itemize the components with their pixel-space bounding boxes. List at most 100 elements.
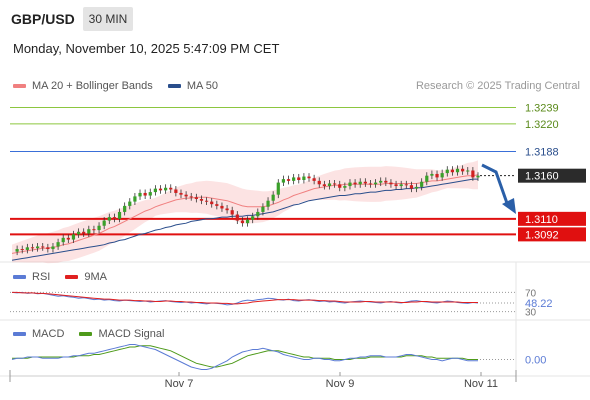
candle-body [256, 211, 260, 217]
candle-body [128, 201, 132, 206]
candle-body [281, 179, 286, 183]
candle-body [394, 184, 398, 187]
ma50-swatch [167, 84, 181, 89]
candle-body [373, 182, 378, 185]
candle-body [333, 183, 337, 185]
candle-body [92, 229, 96, 231]
level-label: 1.3110 [525, 214, 558, 226]
legend-ma20: MA 20 + Bollinger Bands [13, 80, 156, 92]
candle-body [240, 220, 245, 224]
macd-signal-swatch [79, 332, 93, 337]
candle-body [82, 231, 86, 234]
candle-body [123, 205, 127, 212]
x-tick-label: Nov 9 [326, 378, 355, 390]
candle-body [368, 183, 373, 185]
level-tag-bg [518, 168, 586, 183]
level-label: 1.3188 [525, 147, 559, 159]
candle-body [322, 184, 326, 187]
candle-body [148, 192, 152, 196]
ma50-line [11, 178, 478, 261]
candle-body [245, 219, 250, 224]
candle-body [286, 179, 291, 181]
candle-body [61, 237, 65, 243]
forecast-arrow [481, 163, 510, 207]
legend-rsi-label: RSI [32, 271, 51, 283]
chart-header: GBP/USD 30 MIN Monday, November 10, 2025… [0, 0, 590, 70]
candle-body [343, 186, 347, 188]
symbol-title: GBP/USD [11, 11, 75, 27]
candle-body [414, 186, 419, 189]
candle-body [425, 175, 429, 182]
candle-body [164, 187, 168, 191]
macd-swatch [13, 332, 26, 337]
candle-body [153, 188, 157, 193]
candle-body [379, 180, 383, 183]
candle-body [210, 201, 214, 205]
candle-body [363, 181, 367, 184]
interval-button[interactable]: 30 MIN [83, 7, 133, 31]
candle-body [87, 229, 91, 234]
candle-body [307, 176, 311, 179]
candle-body [112, 217, 117, 219]
candle-body [266, 200, 270, 207]
candle-body [297, 177, 301, 180]
candle-body [204, 200, 209, 202]
candle-body [399, 184, 403, 187]
level-tag-bg [518, 211, 586, 226]
candle-body [450, 169, 454, 173]
candle-body [36, 246, 40, 249]
legend-rsi-ma-label: 9MA [84, 271, 108, 283]
candle-body [430, 173, 434, 176]
x-tick-label: Nov 7 [165, 378, 194, 390]
candle-body [174, 189, 178, 193]
candle-body [404, 184, 408, 186]
candle-body [251, 216, 255, 220]
candle-body [317, 180, 321, 185]
level-label: 1.3220 [525, 119, 559, 131]
candle-body [358, 181, 362, 185]
candle-body [461, 168, 465, 172]
candle-body [230, 210, 234, 215]
rsi-level-label: 30 [525, 308, 537, 319]
candle-body [102, 220, 106, 226]
candle-body [271, 194, 275, 201]
candle-body [97, 225, 101, 231]
macd-signal-line [12, 345, 478, 368]
macd-line [11, 344, 478, 370]
candle-body [133, 196, 137, 202]
legend-macd-label: MACD [32, 328, 65, 340]
candle-body [46, 247, 50, 250]
candle-body [409, 185, 414, 189]
candle-body [471, 170, 475, 178]
candle-body [194, 197, 198, 199]
candle-body [353, 182, 357, 185]
candle-body [312, 178, 316, 181]
candle-body [41, 246, 45, 248]
bollinger-band [12, 160, 478, 264]
level-label: 1.3160 [525, 171, 559, 183]
ma20-line [11, 174, 479, 254]
legend-ma50: MA 50 [167, 80, 219, 92]
candle-body [169, 187, 173, 190]
candle-body [25, 247, 29, 250]
legend-macd-signal-label: MACD Signal [98, 328, 165, 340]
candle-body [348, 182, 352, 187]
candle-body [276, 182, 280, 195]
rsi-level-label: 70 [525, 288, 537, 299]
legend-ma50-label: MA 50 [186, 80, 219, 92]
candle-body [66, 237, 70, 240]
macd-zero-label: 0.00 [525, 355, 546, 367]
candle-body [76, 231, 81, 235]
candle-body [184, 194, 188, 197]
candle-body [117, 211, 122, 219]
legend-macd: MACD [13, 328, 64, 340]
ma20-swatch [13, 84, 26, 89]
candle-body [225, 208, 229, 211]
level-label: 1.3239 [525, 102, 559, 114]
candle-body [107, 217, 111, 221]
candle-body [179, 192, 183, 195]
credit-text: Research © 2025 Trading Central [415, 80, 580, 92]
candle-body [389, 182, 393, 185]
x-tick-label: Nov 11 [464, 378, 498, 390]
